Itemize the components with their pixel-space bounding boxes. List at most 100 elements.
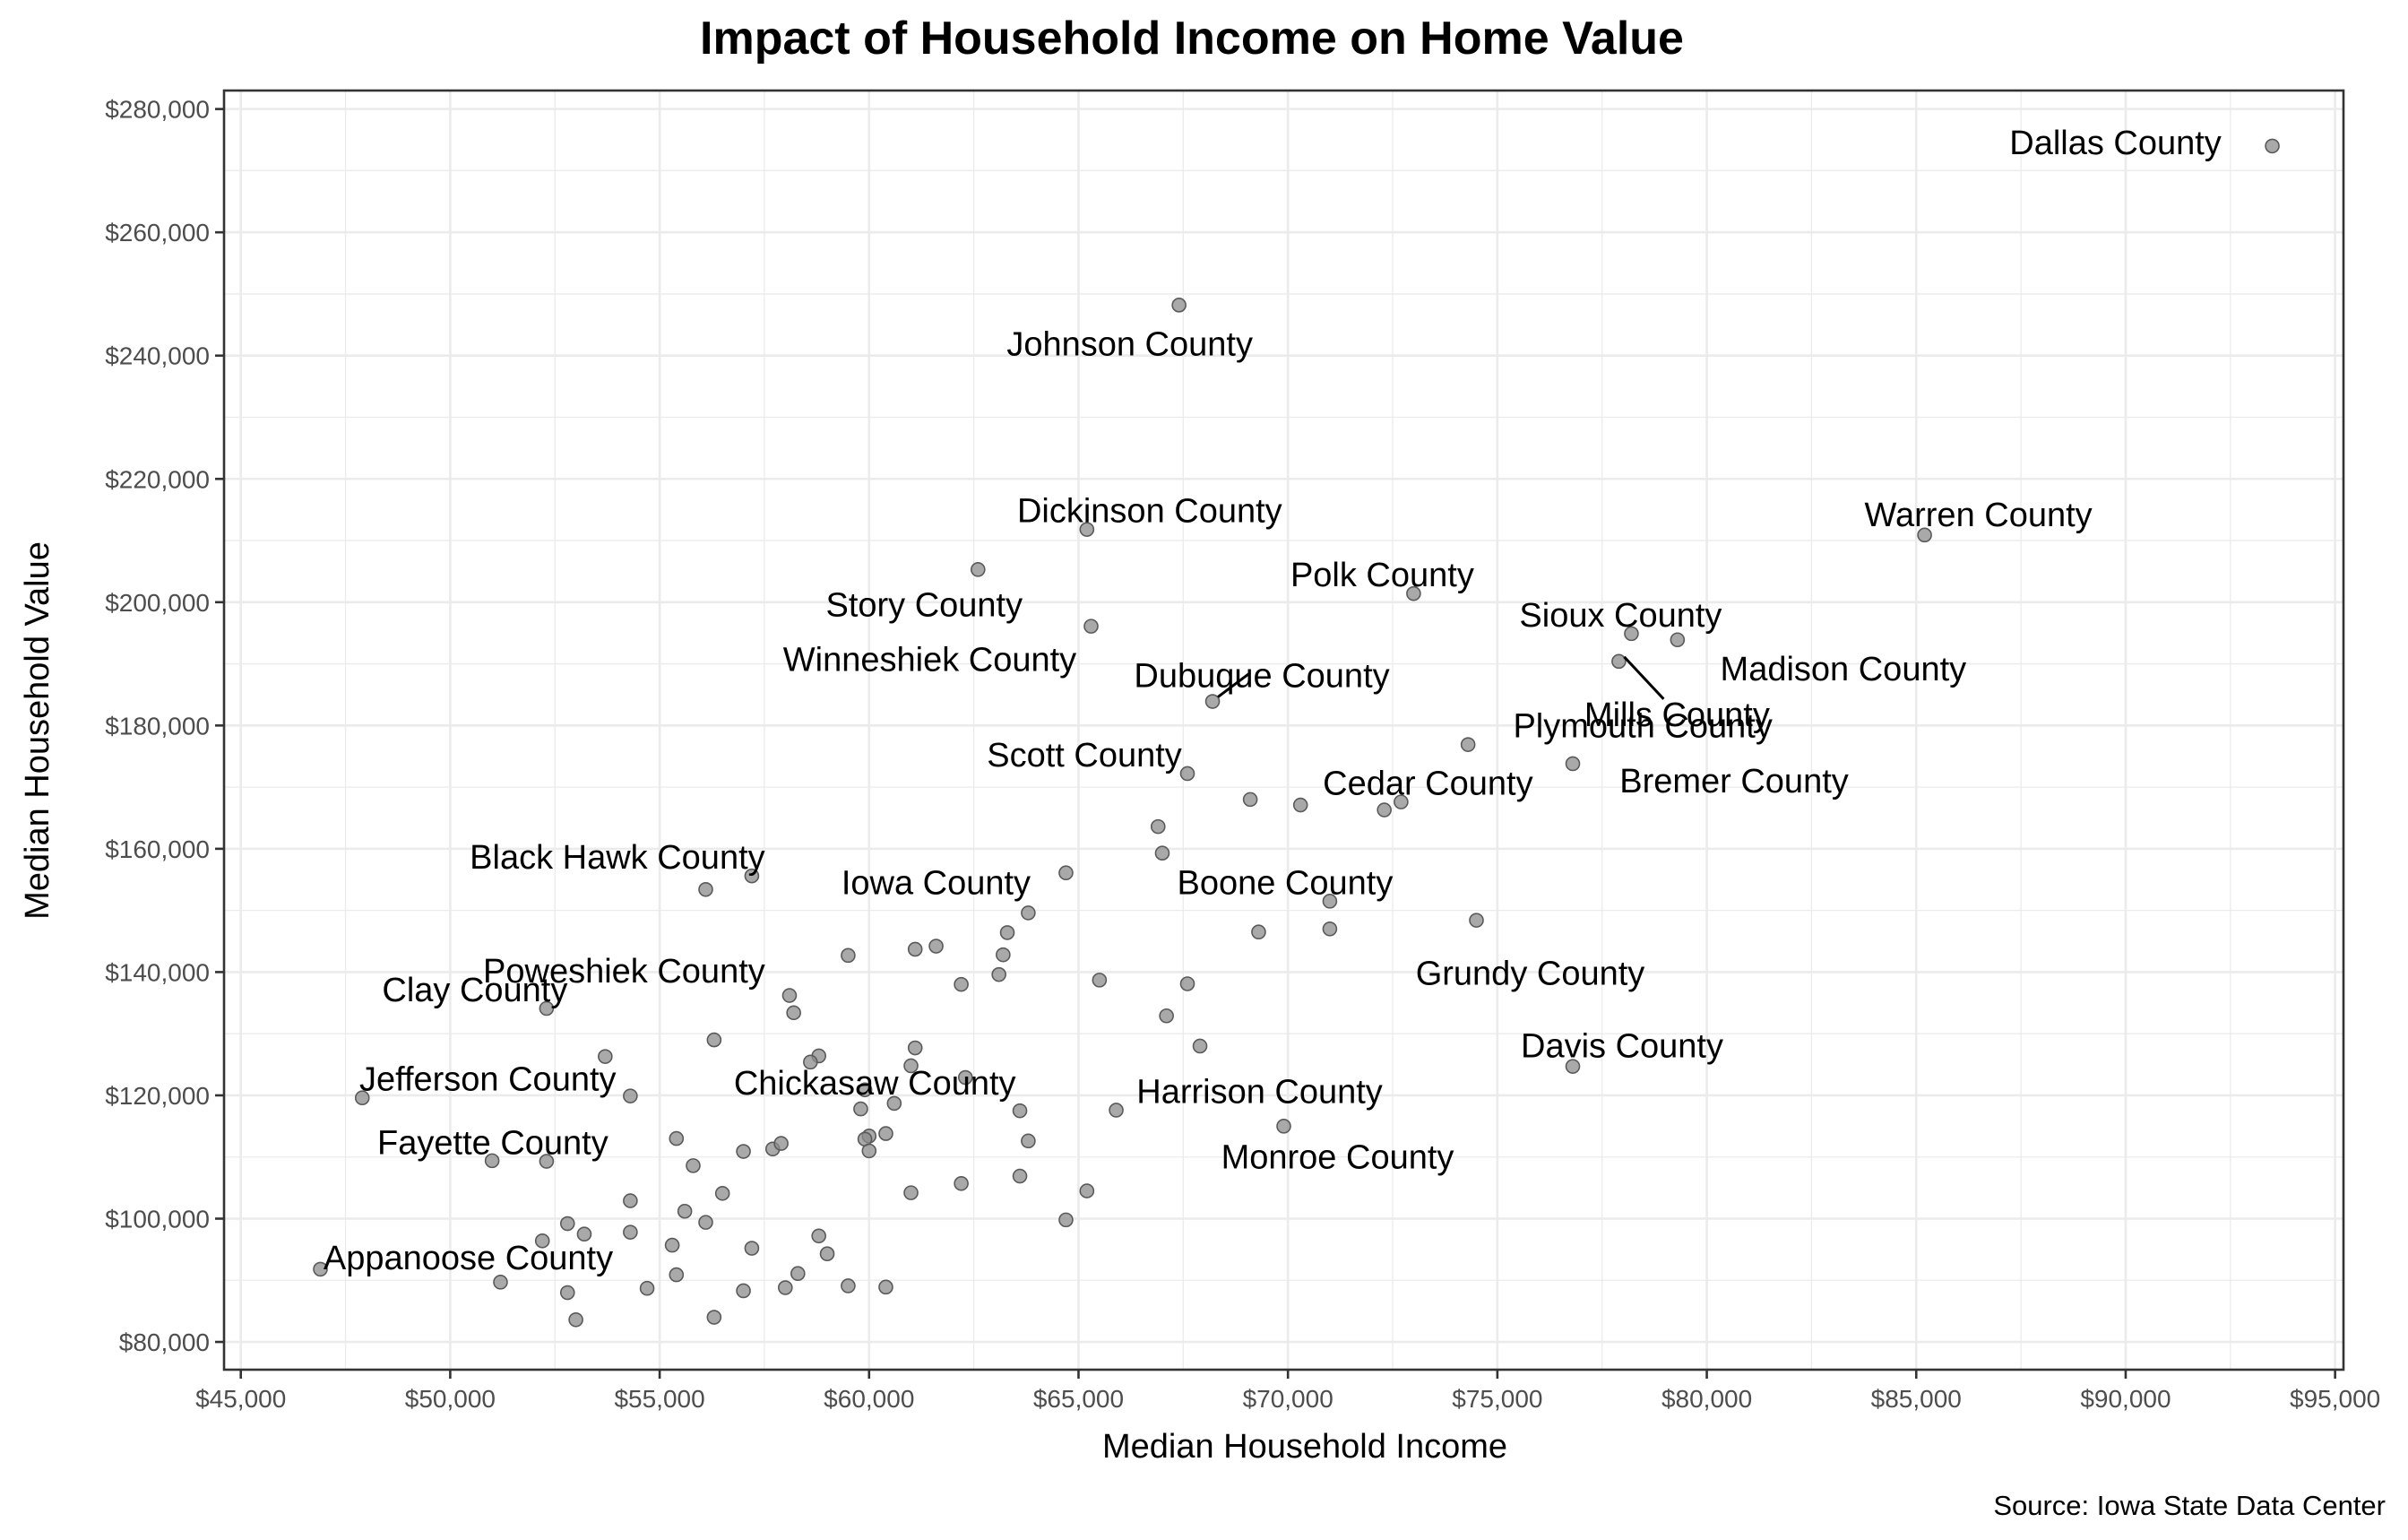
data-point (1242, 792, 1258, 808)
data-point (1192, 1038, 1208, 1054)
point-label: Harrison County (1136, 1073, 1383, 1111)
point-label: Madison County (1721, 651, 1967, 688)
data-point (714, 1186, 730, 1201)
point-label: Black Hawk County (470, 839, 764, 877)
data-point (1292, 797, 1308, 813)
data-point (1565, 1059, 1581, 1074)
data-point (1083, 619, 1099, 634)
point-label: Story County (825, 586, 1023, 624)
point-label: Clay County (382, 972, 567, 1009)
grid-layer (224, 91, 2343, 1370)
x-tick-label: $45,000 (195, 1385, 286, 1413)
y-tick-label: $160,000 (105, 835, 210, 863)
data-point (907, 1040, 923, 1056)
data-point (971, 562, 986, 577)
data-point (1171, 298, 1187, 313)
data-point (1611, 653, 1627, 670)
data-point (493, 1275, 508, 1290)
data-point (559, 1285, 575, 1301)
data-point (1322, 921, 1338, 937)
data-point (1394, 794, 1409, 809)
data-point (744, 868, 760, 884)
y-axis-title: Median Household Value (19, 541, 56, 920)
point-label: Cedar County (1323, 766, 1532, 803)
y-tick-label: $80,000 (119, 1328, 210, 1356)
x-tick-label: $65,000 (1033, 1385, 1124, 1413)
data-point (736, 1283, 751, 1299)
data-point (1179, 766, 1195, 782)
data-point (1917, 527, 1932, 543)
data-point (903, 1185, 919, 1200)
point-label: Dubuque County (1134, 658, 1389, 696)
point-label: Fayette County (377, 1125, 608, 1163)
data-point (677, 1203, 693, 1219)
data-point (1469, 913, 1484, 928)
data-point (1021, 905, 1036, 921)
data-point (313, 1261, 328, 1277)
data-point (559, 1216, 575, 1232)
point-label: Jefferson County (359, 1061, 617, 1099)
data-point (534, 1233, 550, 1249)
y-tick-label: $280,000 (105, 96, 210, 124)
data-point (1159, 1008, 1174, 1024)
data-point (539, 1000, 555, 1017)
source-caption: Source: Iowa State Data Center (1993, 1490, 2386, 1521)
data-point (1058, 865, 1074, 881)
point-label: Davis County (1521, 1028, 1723, 1066)
data-point (623, 1193, 638, 1208)
data-point (1179, 976, 1195, 991)
x-tick-label: $90,000 (2080, 1385, 2171, 1413)
data-point (1079, 522, 1095, 537)
data-point (639, 1280, 655, 1296)
y-tick-label: $140,000 (105, 958, 210, 986)
point-label: Bremer County (1619, 763, 1849, 800)
y-tick-label: $100,000 (105, 1206, 210, 1233)
data-point (1021, 1133, 1036, 1149)
data-point (686, 1158, 701, 1173)
x-tick-label: $95,000 (2290, 1385, 2380, 1413)
y-tick-label: $120,000 (105, 1082, 210, 1110)
data-point (957, 1069, 973, 1086)
x-tick-label: $60,000 (824, 1385, 914, 1413)
data-point (623, 1088, 638, 1103)
point-label: Warren County (1865, 497, 2093, 534)
data-point (878, 1126, 893, 1141)
data-point (999, 925, 1015, 940)
data-point (1012, 1168, 1028, 1184)
data-point (853, 1101, 868, 1117)
data-point (1251, 924, 1266, 940)
point-label: Winneshiek County (783, 642, 1076, 679)
data-point (781, 988, 798, 1003)
data-point (819, 1246, 835, 1262)
data-point (669, 1130, 685, 1146)
x-tick-label: $70,000 (1243, 1385, 1333, 1413)
data-point (811, 1228, 826, 1244)
y-tick-label: $260,000 (105, 219, 210, 247)
data-point (664, 1237, 680, 1253)
point-label: Appanoose County (324, 1240, 613, 1277)
data-point (1154, 845, 1170, 861)
data-point (928, 939, 944, 954)
data-point (2265, 138, 2280, 154)
label-leader-line (1217, 671, 1251, 698)
data-point (841, 1278, 856, 1293)
point-label: Grundy County (1416, 956, 1645, 993)
data-point (576, 1226, 592, 1242)
point-label: Polk County (1290, 557, 1474, 594)
x-axis-title: Median Household Income (1102, 1428, 1507, 1466)
data-point (744, 1241, 760, 1256)
data-point (1092, 973, 1108, 988)
point-label: Poweshiek County (483, 953, 765, 991)
data-point (907, 941, 923, 957)
point-label: Johnson County (1006, 325, 1253, 363)
point-label: Chickasaw County (734, 1065, 1016, 1103)
y-tick-label: $220,000 (105, 465, 210, 493)
data-point (1460, 737, 1476, 752)
data-point (778, 1280, 793, 1295)
data-point (698, 881, 713, 897)
data-point (903, 1058, 919, 1074)
data-point (1150, 818, 1166, 835)
data-point (598, 1049, 613, 1064)
data-point (773, 1136, 789, 1151)
